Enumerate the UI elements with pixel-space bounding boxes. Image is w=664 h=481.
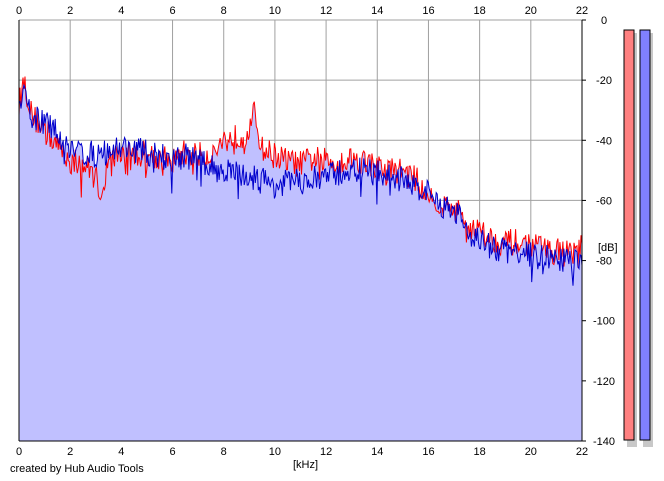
x-tick-label-bottom: 20 (525, 446, 537, 458)
x-tick-label-bottom: 12 (320, 446, 332, 458)
x-axis-label: [kHz] (293, 459, 318, 471)
y-tick-label: -40 (596, 135, 612, 147)
x-tick-label-bottom: 8 (221, 446, 227, 458)
y-tick-label: -100 (593, 316, 615, 328)
x-tick-label-bottom: 14 (371, 446, 383, 458)
y-tick-label: -80 (596, 256, 612, 268)
x-tick-label-top: 16 (422, 5, 434, 17)
x-tick-label-top: 2 (67, 5, 73, 17)
x-tick-label-top: 20 (525, 5, 537, 17)
x-tick-label-top: 10 (269, 5, 281, 17)
x-tick-labels-top: 0 2 4 6 8 10 12 14 16 18 20 22 (16, 5, 588, 17)
x-tick-label-bottom: 2 (67, 446, 73, 458)
y-tick-label: 0 (601, 15, 607, 27)
x-tick-label-top: 0 (16, 5, 22, 17)
y-tick-label: -60 (596, 195, 612, 207)
y-tick-labels: 0 -20 -40 -60 -80 -100 -120 -140 (582, 15, 615, 448)
x-tick-label-top: 4 (118, 5, 124, 17)
x-tick-label-top: 22 (576, 5, 588, 17)
x-tick-label-bottom: 0 (16, 446, 22, 458)
series-lines (18, 76, 583, 286)
x-tick-label-top: 6 (169, 5, 175, 17)
y-axis-label: [dB] (598, 242, 618, 254)
y-tick-label: -120 (593, 376, 615, 388)
axes (18, 20, 583, 442)
x-tick-label-top: 12 (320, 5, 332, 17)
series-line-2 (18, 83, 583, 286)
spectrum-fill-area (19, 76, 582, 441)
x-tick-label-top: 8 (221, 5, 227, 17)
y-tick-label: -20 (596, 75, 612, 87)
x-tick-labels-bottom: 0 2 4 6 8 10 12 14 16 18 20 22 (16, 446, 588, 458)
x-tick-label-top: 14 (371, 5, 383, 17)
x-tick-label-bottom: 22 (576, 446, 588, 458)
credit-text: created by Hub Audio Tools (10, 463, 144, 475)
spectrum-fill (19, 76, 582, 441)
x-tick-label-bottom: 6 (169, 446, 175, 458)
x-tick-label-bottom: 10 (269, 446, 281, 458)
x-tick-label-bottom: 16 (422, 446, 434, 458)
level-meters (623, 29, 653, 447)
level-meter-2 (639, 29, 651, 441)
level-meter-1 (623, 29, 635, 441)
y-tick-label: -140 (593, 436, 615, 448)
x-tick-label-top: 18 (474, 5, 486, 17)
x-tick-label-bottom: 4 (118, 446, 124, 458)
x-tick-label-bottom: 18 (474, 446, 486, 458)
